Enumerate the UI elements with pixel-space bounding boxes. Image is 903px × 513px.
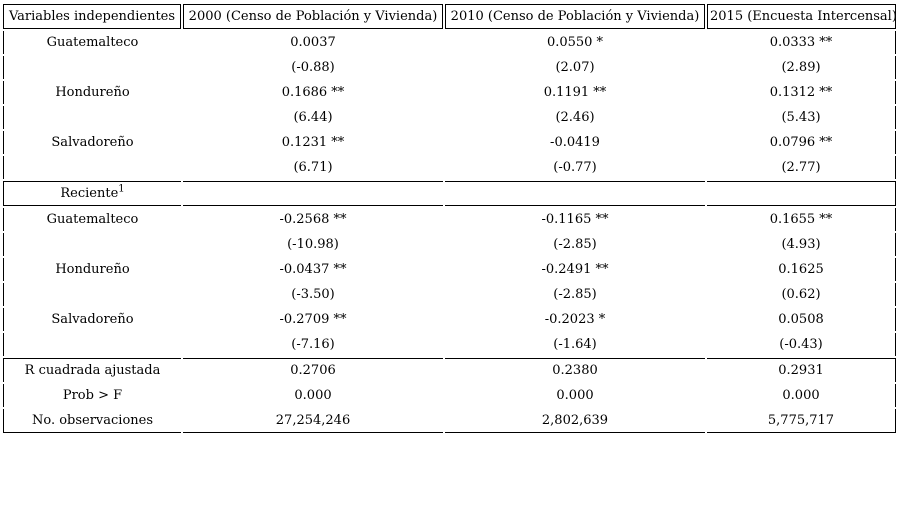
tstat-cell: (6.44) xyxy=(293,110,333,125)
row-label-cell xyxy=(3,56,181,79)
coef-cell: -0.2491 ** xyxy=(541,262,609,277)
empty-cell xyxy=(707,181,896,206)
tstat-cell: (0.62) xyxy=(707,283,896,306)
tstat-cell: (2.46) xyxy=(555,110,595,125)
row-label-cell xyxy=(3,156,181,179)
coef-cell: 0.1655 ** xyxy=(707,208,896,231)
row-label-cell xyxy=(3,283,181,306)
row-label-cell: Salvadoreño xyxy=(3,131,181,154)
row-label-cell xyxy=(3,333,181,356)
tstat-cell: (4.93) xyxy=(707,233,896,256)
tstat-cell: (-0.43) xyxy=(707,333,896,356)
table-row: (-0.88) (2.07) (2.89) xyxy=(3,56,896,79)
row-label-cell xyxy=(3,106,181,129)
table-row: Guatemalteco 0.0037 0.0550 * 0.0333 ** xyxy=(3,31,896,54)
empty-cell xyxy=(445,181,705,206)
stat-value-cell: 2,802,639 xyxy=(445,409,705,433)
table-row: (-7.16) (-1.64) (-0.43) xyxy=(3,333,896,356)
tstat-cell: (-0.77) xyxy=(553,160,597,175)
tstat-cell: (-0.88) xyxy=(291,60,335,75)
tstat-cell: (2.07) xyxy=(555,60,595,75)
table-row: (-3.50) (-2.85) (0.62) xyxy=(3,283,896,306)
row-label-cell: Guatemalteco xyxy=(3,208,181,231)
header-row: Variables independientes 2000 (Censo de … xyxy=(3,4,896,29)
tstat-cell: (-2.85) xyxy=(553,237,597,252)
coef-cell: 0.1686 ** xyxy=(281,85,345,100)
table-row: Salvadoreño 0.1231 ** -0.0419 0.0796 ** xyxy=(3,131,896,154)
coef-cell: -0.2709 ** xyxy=(279,312,347,327)
section-header-superscript: 1 xyxy=(118,183,125,195)
tstat-cell: (5.43) xyxy=(707,106,896,129)
coef-cell: -0.2568 ** xyxy=(279,212,347,227)
coef-cell: 0.1191 ** xyxy=(543,85,607,100)
table-row: Guatemalteco -0.2568 ** -0.1165 ** 0.165… xyxy=(3,208,896,231)
empty-cell xyxy=(183,181,443,206)
coef-cell: -0.0419 xyxy=(550,135,600,150)
stats-row: R cuadrada ajustada 0.2706 0.2380 0.2931 xyxy=(3,358,896,382)
row-label-cell: Salvadoreño xyxy=(3,308,181,331)
table-row: (6.44) (2.46) (5.43) xyxy=(3,106,896,129)
tstat-cell: (6.71) xyxy=(293,160,333,175)
stat-value-cell: 0.000 xyxy=(556,388,594,403)
coef-cell: 0.0037 xyxy=(290,35,336,50)
stat-value-cell: 5,775,717 xyxy=(707,409,896,433)
tstat-cell: (-3.50) xyxy=(291,287,335,302)
coef-cell: 0.1231 ** xyxy=(281,135,345,150)
column-header-2010: 2010 (Censo de Población y Vivienda) xyxy=(445,4,705,29)
stats-row: No. observaciones 27,254,246 2,802,639 5… xyxy=(3,409,896,433)
row-label-cell xyxy=(3,233,181,256)
stat-value-cell: 0.2380 xyxy=(445,358,705,382)
row-label-cell: Hondureño xyxy=(3,258,181,281)
coef-cell: 0.0796 ** xyxy=(707,131,896,154)
coef-cell: 0.0550 * xyxy=(546,35,604,50)
row-label-cell: Prob > F xyxy=(3,384,181,407)
row-label-cell: R cuadrada ajustada xyxy=(3,358,181,382)
stats-row: Prob > F 0.000 0.000 0.000 xyxy=(3,384,896,407)
coef-cell: 0.0333 ** xyxy=(707,31,896,54)
stat-value-cell: 0.000 xyxy=(707,384,896,407)
section-header-row: Reciente1 xyxy=(3,181,896,206)
column-header-variables: Variables independientes xyxy=(3,4,181,29)
table-row: Salvadoreño -0.2709 ** -0.2023 * 0.0508 xyxy=(3,308,896,331)
stat-value-cell: 0.2931 xyxy=(707,358,896,382)
tstat-cell: (-10.98) xyxy=(287,237,339,252)
table-row: (-10.98) (-2.85) (4.93) xyxy=(3,233,896,256)
stat-value-cell: 0.000 xyxy=(294,388,332,403)
stat-value-cell: 27,254,246 xyxy=(183,409,443,433)
coef-cell: 0.1312 ** xyxy=(707,81,896,104)
column-header-2000: 2000 (Censo de Población y Vivienda) xyxy=(183,4,443,29)
table-row: Hondureño 0.1686 ** 0.1191 ** 0.1312 ** xyxy=(3,81,896,104)
coef-cell: 0.1625 xyxy=(707,258,896,281)
coef-cell: 0.0508 xyxy=(707,308,896,331)
section-header-label: Reciente xyxy=(60,186,119,201)
tstat-cell: (2.89) xyxy=(707,56,896,79)
tstat-cell: (2.77) xyxy=(707,156,896,179)
section-header-cell: Reciente1 xyxy=(3,181,181,206)
tstat-cell: (-2.85) xyxy=(553,287,597,302)
regression-results-table: Variables independientes 2000 (Censo de … xyxy=(1,2,898,435)
tstat-cell: (-7.16) xyxy=(291,337,335,352)
row-label-cell: Hondureño xyxy=(3,81,181,104)
row-label-cell: No. observaciones xyxy=(3,409,181,433)
table-row: Hondureño -0.0437 ** -0.2491 ** 0.1625 xyxy=(3,258,896,281)
tstat-cell: (-1.64) xyxy=(553,337,597,352)
stat-value-cell: 0.2706 xyxy=(183,358,443,382)
row-label-cell: Guatemalteco xyxy=(3,31,181,54)
coef-cell: -0.1165 ** xyxy=(541,212,609,227)
column-header-2015: 2015 (Encuesta Intercensal) xyxy=(707,4,896,29)
coef-cell: -0.0437 ** xyxy=(279,262,347,277)
table-row: (6.71) (-0.77) (2.77) xyxy=(3,156,896,179)
coef-cell: -0.2023 * xyxy=(544,312,606,327)
